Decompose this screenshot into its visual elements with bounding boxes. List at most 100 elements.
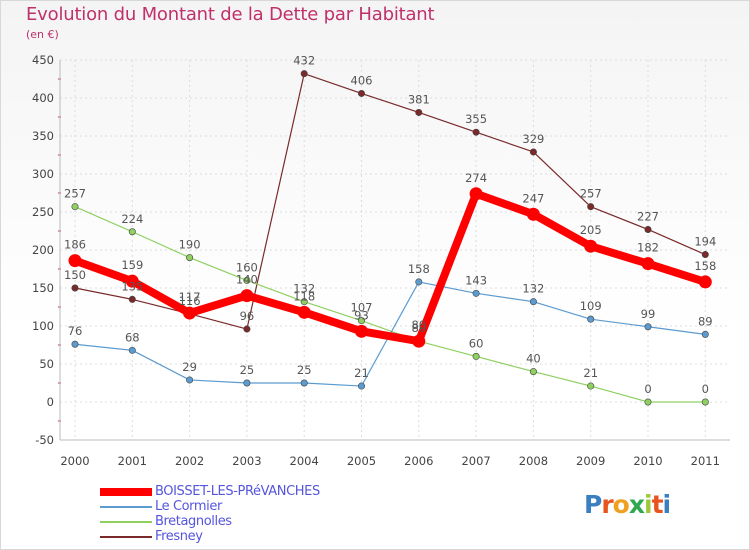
data-label-le-cormier: 68 xyxy=(125,330,140,344)
chart-title: Evolution du Montant de la Dette par Hab… xyxy=(26,4,435,25)
data-label-bretagnolles: 132 xyxy=(293,282,315,296)
x-tick-label: 2007 xyxy=(461,454,490,468)
data-label-le-cormier: 29 xyxy=(182,360,197,374)
data-point-boisset-les-pr-vanches xyxy=(641,257,655,271)
x-tick-label: 2005 xyxy=(347,454,376,468)
data-label-layer: 150 135 116 96 432 406 381 355 329 257 227 194 257 22… xyxy=(64,54,716,396)
x-tick-label: 2003 xyxy=(232,454,261,468)
logo-letter: t xyxy=(651,490,664,519)
data-point-fresney xyxy=(701,251,709,259)
legend-swatch xyxy=(100,505,152,508)
legend-label: Le Cormier xyxy=(155,499,222,514)
data-point-boisset-les-pr-vanches xyxy=(698,275,712,289)
y-tick-label: -50 xyxy=(35,433,54,447)
data-label-boisset-les-pr-vanches: 182 xyxy=(637,241,659,255)
data-point-fresney xyxy=(128,295,136,303)
legend-swatch xyxy=(100,535,152,538)
proxiti-logo: Proxiti xyxy=(584,490,672,519)
data-label-bretagnolles: 0 xyxy=(644,382,651,396)
data-label-boisset-les-pr-vanches: 159 xyxy=(121,258,143,272)
data-point-bretagnolles xyxy=(644,398,652,406)
legend-item-le-cormier: Le Cormier xyxy=(100,499,320,514)
data-point-bretagnolles xyxy=(243,276,251,284)
logo-letter: i xyxy=(662,490,672,519)
data-label-fresney: 116 xyxy=(179,294,201,308)
data-point-boisset-les-pr-vanches xyxy=(526,207,540,221)
data-label-boisset-les-pr-vanches: 80 xyxy=(411,318,426,332)
legend-label: BOISSET-LES-PRéVANCHES xyxy=(155,484,320,499)
x-tick-label: 2008 xyxy=(519,454,548,468)
legend-swatch xyxy=(100,520,152,523)
data-point-bretagnolles xyxy=(186,254,194,262)
data-label-boisset-les-pr-vanches: 247 xyxy=(522,191,544,205)
y-tick-label: 450 xyxy=(32,53,54,67)
data-label-boisset-les-pr-vanches: 158 xyxy=(694,259,716,273)
data-point-bretagnolles xyxy=(587,382,595,390)
data-label-fresney: 96 xyxy=(240,309,255,323)
data-label-fresney: 329 xyxy=(522,132,544,146)
data-point-fresney xyxy=(243,325,251,333)
data-label-boisset-les-pr-vanches: 118 xyxy=(293,289,315,303)
x-tick-label: 2011 xyxy=(691,454,720,468)
legend-item-boisset-les-pr-vanches: BOISSET-LES-PRéVANCHES xyxy=(100,484,320,499)
data-point-le-cormier xyxy=(128,346,136,354)
data-point-le-cormier xyxy=(472,289,480,297)
y-tick-label: 300 xyxy=(32,167,54,181)
data-point-fresney xyxy=(587,203,595,211)
data-point-bretagnolles xyxy=(71,203,79,211)
data-point-boisset-les-pr-vanches xyxy=(68,254,82,268)
data-label-boisset-les-pr-vanches: 93 xyxy=(354,308,369,322)
x-tick-label: 2006 xyxy=(404,454,433,468)
data-point-le-cormier xyxy=(357,382,365,390)
data-label-fresney: 257 xyxy=(580,187,602,201)
x-tick-label: 2000 xyxy=(60,454,89,468)
data-label-le-cormier: 76 xyxy=(68,324,83,338)
y-tick-label: 100 xyxy=(32,319,54,333)
logo-letter: P xyxy=(584,490,602,519)
legend-label: Bretagnolles xyxy=(155,514,232,529)
logo-letter: r xyxy=(601,490,613,519)
data-point-bretagnolles xyxy=(300,298,308,306)
data-label-fresney: 406 xyxy=(351,73,373,87)
data-label-fresney: 227 xyxy=(637,209,659,223)
x-tick-label: 2010 xyxy=(633,454,662,468)
data-label-fresney: 355 xyxy=(465,112,487,126)
data-point-le-cormier xyxy=(415,278,423,286)
series-line-boisset-les-pr-vanches xyxy=(71,189,710,346)
data-point-boisset-les-pr-vanches xyxy=(183,306,197,320)
y-tick-label: 400 xyxy=(32,91,54,105)
data-point-le-cormier xyxy=(587,315,595,323)
legend-label: Fresney xyxy=(155,529,203,544)
series-layer xyxy=(68,70,712,406)
data-point-boisset-les-pr-vanches xyxy=(297,305,311,319)
data-point-bretagnolles xyxy=(529,368,537,376)
legend: BOISSET-LES-PRéVANCHES Le Cormier Bretagno… xyxy=(100,484,320,544)
legend-swatch xyxy=(100,487,152,496)
series-line-fresney xyxy=(74,73,706,330)
data-label-fresney: 432 xyxy=(293,54,315,68)
data-point-bretagnolles xyxy=(701,398,709,406)
data-label-le-cormier: 25 xyxy=(240,363,255,377)
data-label-le-cormier: 99 xyxy=(641,307,656,321)
grid-layer xyxy=(60,59,730,441)
data-label-le-cormier: 21 xyxy=(354,366,369,380)
data-label-bretagnolles: 160 xyxy=(236,260,258,274)
data-label-bretagnolles: 107 xyxy=(351,301,373,315)
data-label-fresney: 381 xyxy=(408,92,430,106)
y-tick-label: 350 xyxy=(32,129,54,143)
data-label-fresney: 135 xyxy=(121,279,143,293)
y-tick-label: 0 xyxy=(47,395,54,409)
data-label-bretagnolles: 257 xyxy=(64,187,86,201)
data-point-le-cormier xyxy=(243,379,251,387)
data-point-fresney xyxy=(644,225,652,233)
data-label-bretagnolles: 0 xyxy=(702,382,709,396)
series-line-bretagnolles xyxy=(74,206,706,403)
data-label-le-cormier: 109 xyxy=(580,299,602,313)
data-label-bretagnolles: 60 xyxy=(469,336,484,350)
data-point-boisset-les-pr-vanches xyxy=(240,289,254,303)
data-label-bretagnolles: 190 xyxy=(179,238,201,252)
data-label-boisset-les-pr-vanches: 140 xyxy=(236,273,258,287)
logo-letter: x xyxy=(628,490,645,519)
